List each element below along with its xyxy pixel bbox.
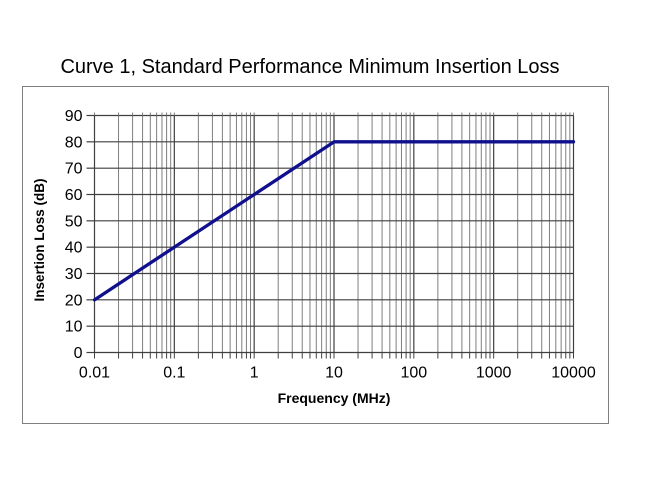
y-tick-label: 60 — [65, 187, 83, 204]
y-axis-title: Insertion Loss (dB) — [32, 178, 47, 302]
y-tick-label: 20 — [65, 292, 83, 309]
x-tick-label: 100 — [400, 365, 427, 382]
x-tick-label: 0.01 — [79, 365, 110, 382]
chart-title: Curve 1, Standard Performance Minimum In… — [60, 56, 560, 78]
x-tick-label: 1000 — [476, 365, 512, 382]
chart-frame: 0 10 20 30 40 50 60 70 80 90 0.01 0.1 1 10 100 1000 1000… — [22, 86, 609, 424]
x-tick-label: 1 — [250, 365, 259, 382]
x-tick-label: 10000 — [551, 365, 596, 382]
insertion-loss-chart: 0 10 20 30 40 50 60 70 80 90 0.01 0.1 1 10 100 1000 1000… — [65, 108, 596, 382]
y-tick-label: 0 — [74, 345, 83, 362]
y-tick-label: 70 — [65, 161, 83, 178]
x-tick-label: 0.1 — [163, 365, 185, 382]
x-axis-title: Frequency (MHz) — [277, 390, 391, 406]
y-tick-label: 80 — [65, 134, 83, 151]
series-line — [92, 140, 576, 302]
y-tick-label: 30 — [65, 266, 83, 283]
y-tick-label: 10 — [65, 319, 83, 336]
x-tick-label: 10 — [325, 365, 343, 382]
y-tick-label: 50 — [65, 213, 83, 230]
y-tick-label: 90 — [65, 108, 83, 125]
y-tick-label: 40 — [65, 240, 83, 257]
